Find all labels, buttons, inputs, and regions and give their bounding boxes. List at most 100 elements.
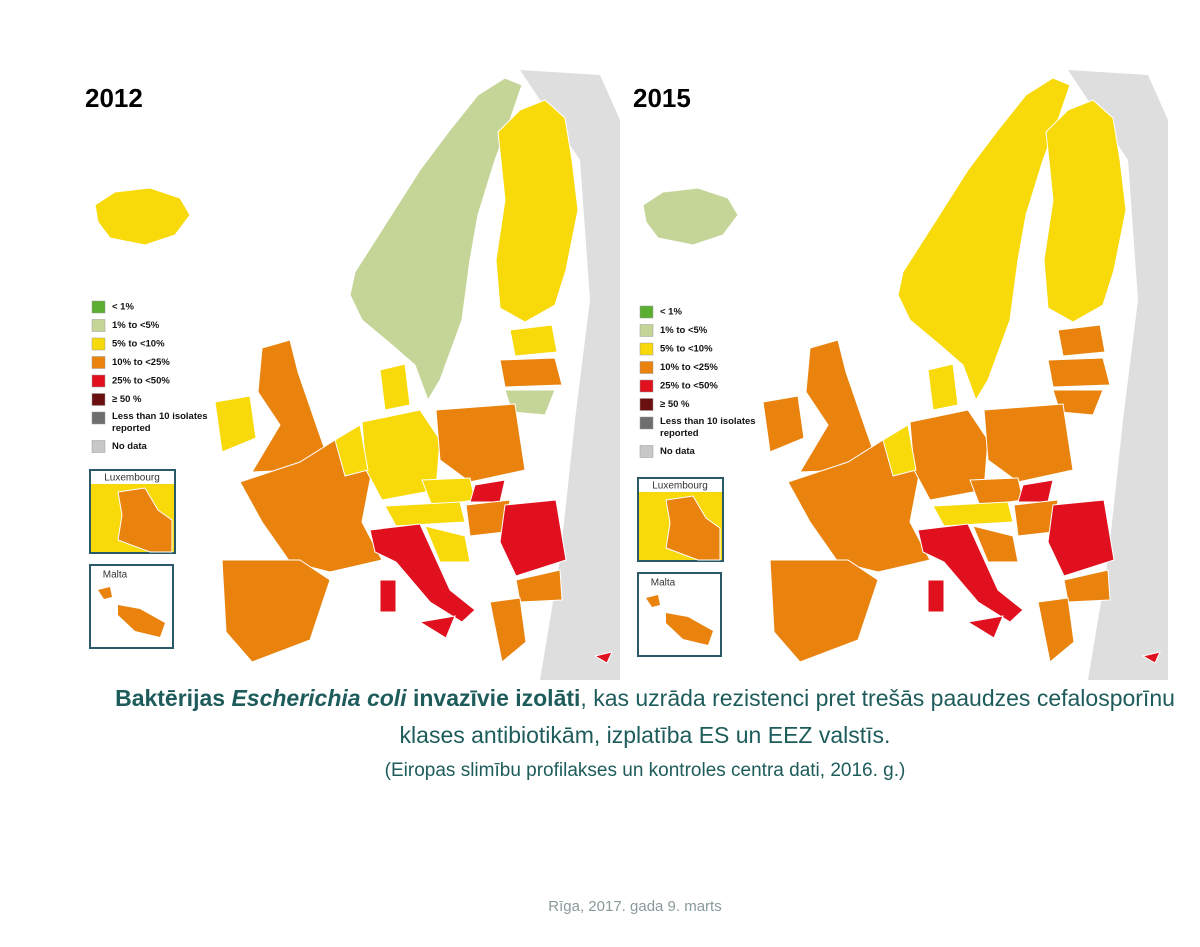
inset-country bbox=[646, 595, 660, 607]
country-poland bbox=[983, 403, 1074, 483]
legend-swatch bbox=[639, 324, 654, 337]
map-panel: 2015 < 1% 1% to <5% 5% to <10% 10% to <25% 25… bbox=[633, 70, 1168, 680]
country-benelux bbox=[334, 424, 369, 477]
country-sicily bbox=[966, 615, 1004, 639]
inset-label: Luxembourg bbox=[652, 481, 708, 492]
year-title: 2015 bbox=[633, 83, 691, 113]
caption-source: (Eiropas slimību profilakses un kontrole… bbox=[384, 760, 906, 781]
country-latvia bbox=[1047, 357, 1111, 388]
country-poland bbox=[435, 403, 526, 483]
legend-swatch bbox=[639, 445, 654, 458]
year-title: 2012 bbox=[85, 83, 143, 113]
country-iberia bbox=[221, 559, 331, 663]
inset-country bbox=[98, 587, 112, 599]
country-cyprus bbox=[593, 651, 613, 664]
country-romania bbox=[1047, 499, 1115, 577]
country-sardinia bbox=[379, 579, 397, 613]
country-greece bbox=[1037, 597, 1075, 663]
legend-label: 25% to <50% bbox=[112, 376, 170, 387]
inset-country bbox=[666, 613, 713, 645]
inset-label: Malta bbox=[103, 570, 128, 581]
inset-country bbox=[118, 605, 165, 637]
legend-label: 1% to <5% bbox=[112, 320, 160, 331]
inset-frame bbox=[89, 564, 174, 649]
country-uk bbox=[251, 339, 326, 473]
legend-swatch bbox=[639, 379, 654, 393]
caption: Baktērijas Escherichia coli invazīvie iz… bbox=[90, 680, 1200, 754]
inset-header bbox=[639, 479, 722, 492]
legend-swatch bbox=[91, 319, 106, 332]
legend-label: < 1% bbox=[112, 302, 134, 313]
background-land bbox=[520, 70, 620, 680]
legend-label: < 1% bbox=[660, 307, 682, 318]
legend-swatch bbox=[91, 300, 106, 314]
legend-label: Less than 10 isolates reported bbox=[112, 411, 208, 434]
country-austria bbox=[932, 501, 1014, 527]
country-uk bbox=[799, 339, 874, 473]
inset-header bbox=[91, 471, 174, 484]
legend-swatch bbox=[91, 374, 106, 388]
legend-swatch bbox=[639, 342, 654, 356]
country-bulgaria bbox=[515, 569, 563, 603]
country-ireland bbox=[762, 395, 805, 453]
legend-swatch bbox=[91, 356, 106, 369]
inset-label: Luxembourg bbox=[104, 473, 160, 484]
country-slovakia bbox=[469, 479, 506, 503]
country-estonia bbox=[509, 324, 558, 357]
background-land bbox=[1068, 70, 1168, 680]
legend-swatch bbox=[639, 416, 654, 430]
legend-label: ≥ 50 % bbox=[660, 399, 690, 410]
country-denmark bbox=[379, 363, 411, 411]
caption-italic: Escherichia coli bbox=[231, 685, 407, 711]
legend-label: 10% to <25% bbox=[112, 357, 170, 368]
legend-label: Less than 10 isolates reported bbox=[660, 416, 756, 439]
country-ireland bbox=[214, 395, 257, 453]
country-cyprus bbox=[1141, 651, 1161, 664]
caption-text: , kas uzrāda rezistenci pret trešās paau… bbox=[399, 685, 1175, 748]
legend-label: 10% to <25% bbox=[660, 362, 718, 373]
country-romania bbox=[499, 499, 567, 577]
legend-swatch bbox=[91, 393, 106, 406]
legend-label: 1% to <5% bbox=[660, 325, 708, 336]
country-slovakia bbox=[1017, 479, 1054, 503]
country-iceland bbox=[642, 187, 739, 246]
legend-label: No data bbox=[660, 446, 696, 457]
country-denmark bbox=[927, 363, 959, 411]
country-benelux bbox=[882, 424, 917, 477]
legend-swatch bbox=[91, 440, 106, 453]
legend-label: 5% to <10% bbox=[660, 344, 713, 355]
country-estonia bbox=[1057, 324, 1106, 357]
legend-label: ≥ 50 % bbox=[112, 394, 142, 405]
country-greece bbox=[489, 597, 527, 663]
country-austria bbox=[384, 501, 466, 527]
country-finland bbox=[1043, 99, 1127, 323]
country-scandinavia bbox=[897, 77, 1071, 402]
country-iceland bbox=[94, 187, 191, 246]
country-finland bbox=[495, 99, 579, 323]
country-czechia bbox=[969, 477, 1024, 507]
inset-frame bbox=[637, 572, 722, 657]
footer: Rīga, 2017. gada 9. marts bbox=[548, 898, 722, 915]
country-latvia bbox=[499, 357, 563, 388]
maps: 2012 < 1% 1% to <5% 5% to <10% 10% to <25% 25… bbox=[85, 70, 1168, 680]
country-scandinavia bbox=[349, 77, 523, 402]
country-sicily bbox=[418, 615, 456, 639]
legend-label: No data bbox=[112, 441, 148, 452]
map-panel: 2012 < 1% 1% to <5% 5% to <10% 10% to <25% 25… bbox=[85, 70, 620, 680]
inset-label: Malta bbox=[651, 578, 676, 589]
legend-swatch bbox=[91, 411, 106, 425]
legend-swatch bbox=[639, 305, 654, 319]
country-czechia bbox=[421, 477, 476, 507]
legend-swatch bbox=[639, 361, 654, 374]
inset-country bbox=[117, 487, 173, 553]
country-croatia bbox=[972, 525, 1019, 563]
caption-bold: invazīvie izolāti bbox=[406, 685, 581, 711]
country-croatia bbox=[424, 525, 471, 563]
country-bulgaria bbox=[1063, 569, 1111, 603]
country-italy bbox=[369, 523, 476, 623]
legend-swatch bbox=[639, 398, 654, 411]
legend-label: 25% to <50% bbox=[660, 381, 718, 392]
inset-country bbox=[665, 495, 721, 561]
country-sardinia bbox=[927, 579, 945, 613]
